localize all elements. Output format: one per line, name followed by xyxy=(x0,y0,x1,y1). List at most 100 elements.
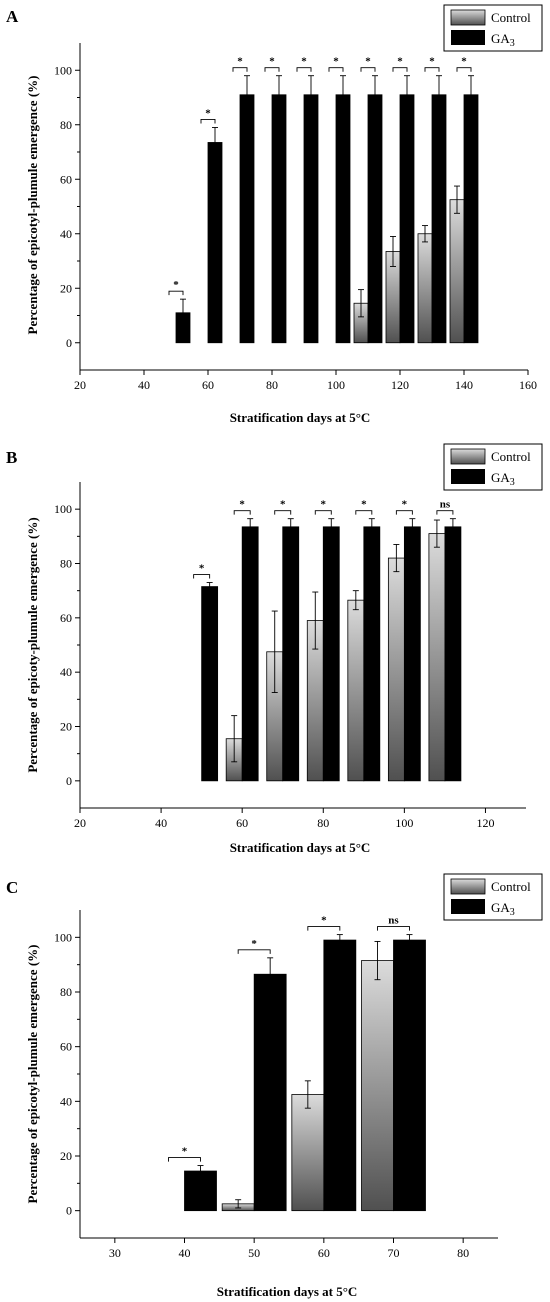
panel-a-sig-bracket-80 xyxy=(264,67,280,72)
panel-a-xtick-label-100: 100 xyxy=(327,378,345,392)
panel-b-errorbar-ga3-70 xyxy=(287,518,294,536)
panel-b-errorbar-ga3-60 xyxy=(247,518,254,536)
panel-b-legend-ga-sub: 3 xyxy=(510,477,515,488)
panel-b-errorbar-control-80 xyxy=(312,591,319,650)
panel-a-sig-label-140: * xyxy=(461,56,467,68)
panel-c-legend-ga: GA xyxy=(491,900,510,915)
panel-a-ylabel: Percentage of epicotyl-plumule emergence… xyxy=(25,76,40,335)
panel-a-errorbar-control-110 xyxy=(358,289,364,318)
panel-b-errorbar-control-60 xyxy=(231,715,238,763)
panel-a-bar-ga3-130 xyxy=(431,94,447,344)
panel-b-xtick-label-40: 40 xyxy=(155,816,167,830)
panel-b-xtick-label-60: 60 xyxy=(236,816,248,830)
panel-b-plot: * * * * * * ns 0 20 40 60 80 100 20 40 60 80 100 120 xyxy=(54,482,526,830)
panel-a-errorbar-ga3-100 xyxy=(340,75,346,115)
panel-b-sig-label-110: ns xyxy=(440,499,451,511)
panel-c-errorbar-ga3-60 xyxy=(336,934,343,946)
panel-a-errorbar-control-140 xyxy=(454,185,460,214)
panel-a-bar-ga3-120 xyxy=(399,94,415,344)
panel-a-ytick-label-100: 100 xyxy=(54,63,72,77)
panel-b-errorbar-control-100 xyxy=(393,544,400,573)
panel-b-xtick-label-20: 20 xyxy=(74,816,86,830)
panel-b-errorbar-ga3-100 xyxy=(409,518,416,536)
panel-a-ytick-label-80: 80 xyxy=(60,118,72,132)
panel-c-bar-ga3-40 xyxy=(184,1170,217,1212)
panel-c-xtick-label-40: 40 xyxy=(179,1246,191,1260)
panel-a-sig-label-100: * xyxy=(333,56,339,68)
panel-b-sig-label-100: * xyxy=(402,499,408,511)
panel-a-sig-bracket-60 xyxy=(200,119,216,124)
panel-a-legend-swatch-control xyxy=(450,9,486,26)
panel-c-errorbar-control-70 xyxy=(374,940,381,981)
panel-a-sig-label-130: * xyxy=(429,56,435,68)
panel-a-bar-ga3-100 xyxy=(335,94,351,344)
panel-b-sig-bracket-80 xyxy=(314,510,332,515)
panel-a-ytick-label-20: 20 xyxy=(60,281,72,295)
panel-b-sig-bracket-50 xyxy=(193,574,211,579)
panel-a-xtick-label-160: 160 xyxy=(519,378,537,392)
panel-b: B Percentage of epicoty-plumule emergenc… xyxy=(6,443,543,855)
panel-a-sig-bracket-90 xyxy=(296,67,312,72)
panel-c-errorbar-ga3-50 xyxy=(267,957,274,992)
panel-c-xlabel: Stratification days at 5°C xyxy=(217,1284,358,1299)
panel-b-bar-ga3-90 xyxy=(363,526,381,782)
panel-b-sig-bracket-70 xyxy=(274,510,292,515)
panel-b-bar-control-110 xyxy=(428,533,446,782)
panel-b-legend-swatch-ga3 xyxy=(451,469,485,484)
panel-b-letter: B xyxy=(6,448,17,467)
panel-a-sig-bracket-110 xyxy=(360,67,376,72)
panel-b-xtick-label-120: 120 xyxy=(476,816,494,830)
panel-b-bar-ga3-110 xyxy=(444,526,462,782)
panel-c-xtick-label-50: 50 xyxy=(248,1246,260,1260)
panel-b-legend: Control GA3 xyxy=(443,443,543,491)
panel-b-bar-ga3-60 xyxy=(241,526,259,782)
panel-c-ytick-label-0: 0 xyxy=(66,1204,72,1218)
panel-a-errorbar-ga3-120 xyxy=(404,75,410,115)
panel-b-sig-bracket-90 xyxy=(355,510,373,515)
panel-b-legend-swatch-control xyxy=(450,448,486,465)
panel-c-ytick-label-80: 80 xyxy=(60,985,72,999)
panel-a-sig-label-80: * xyxy=(269,56,275,68)
panel-a: A Percentage of epicotyl-plumule emergen… xyxy=(6,4,543,425)
panel-a-errorbar-ga3-70 xyxy=(244,75,250,115)
panel-b-ytick-label-40: 40 xyxy=(60,665,72,679)
panel-c-bar-ga3-70 xyxy=(393,939,426,1212)
panel-a-sig-bracket-140 xyxy=(456,67,472,72)
panel-a-bar-control-130 xyxy=(417,233,433,344)
panel-c-legend-ga-sub: 3 xyxy=(510,907,515,918)
panel-c-sig-bracket-60 xyxy=(307,926,341,931)
panel-b-ytick-label-20: 20 xyxy=(60,720,72,734)
panel-b-sig-label-60: * xyxy=(239,499,245,511)
panel-a-xtick-label-120: 120 xyxy=(391,378,409,392)
panel-c-plot: * * * ns 0 20 40 60 80 100 30 40 50 60 70 80 xyxy=(54,910,498,1260)
panel-b-ytick-label-0: 0 xyxy=(66,774,72,788)
panel-b-sig-label-70: * xyxy=(280,499,286,511)
panel-a-sig-label-110: * xyxy=(365,56,371,68)
panel-b-ytick-label-100: 100 xyxy=(54,502,72,516)
panel-c-ylabel: Percentage of epicotyl-plumule emergence… xyxy=(25,945,40,1204)
panel-b-sig-bracket-100 xyxy=(395,510,413,515)
panel-a-errorbar-control-130 xyxy=(422,225,428,243)
panel-a-xtick-label-20: 20 xyxy=(74,378,86,392)
panel-b-ylabel: Percentage of epicoty-plumule emergence … xyxy=(25,517,40,772)
panel-a-errorbar-ga3-140 xyxy=(468,75,474,115)
panel-b-errorbar-control-70 xyxy=(271,610,278,693)
panel-c-legend: Control GA3 xyxy=(443,873,543,921)
panel-b-sig-label-90: * xyxy=(361,499,367,511)
panel-a-sig-bracket-120 xyxy=(392,67,408,72)
panel-c-legend-swatch-control xyxy=(450,878,486,895)
panel-b-bar-ga3-80 xyxy=(322,526,340,782)
panel-a-xtick-label-60: 60 xyxy=(202,378,214,392)
panel-c-legend-swatch-ga3 xyxy=(451,899,485,914)
panel-c-letter: C xyxy=(6,878,18,897)
panel-a-legend-ga3: GA3 xyxy=(491,31,515,49)
panel-b-bar-control-90 xyxy=(347,599,365,782)
panel-c-sig-bracket-40 xyxy=(168,1157,201,1162)
panel-b-bar-ga3-50 xyxy=(201,586,219,782)
panel-b-legend-control: Control xyxy=(491,449,531,464)
panel-b-errorbar-control-90 xyxy=(352,590,359,611)
panel-c-legend-control: Control xyxy=(491,879,531,894)
panel-a-errorbar-ga3-60 xyxy=(212,127,218,158)
panel-c-xtick-label-30: 30 xyxy=(109,1246,121,1260)
